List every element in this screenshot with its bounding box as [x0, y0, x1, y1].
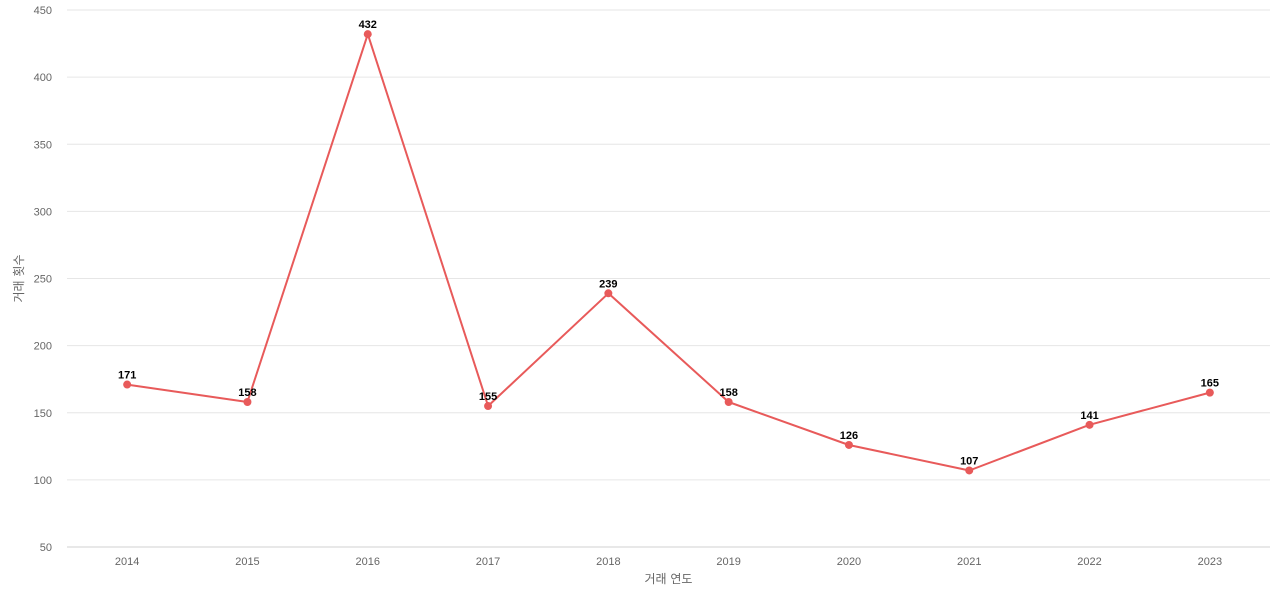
y-axis-title: 거래 횟수 [12, 255, 26, 303]
data-point[interactable] [844, 440, 853, 449]
y-tick-label: 450 [34, 5, 52, 17]
y-tick-label: 150 [34, 408, 52, 420]
data-point[interactable] [123, 380, 132, 389]
x-tick-label: 2023 [1198, 556, 1222, 568]
data-label: 141 [1080, 410, 1098, 422]
x-tick-label: 2015 [235, 556, 259, 568]
x-axis-title: 거래 연도 [645, 572, 693, 586]
data-label: 432 [359, 19, 377, 31]
data-point[interactable] [363, 30, 372, 39]
data-labels: 171 158 432 155 239 158 126 107 141 165 [118, 19, 1219, 467]
data-point[interactable] [1205, 388, 1214, 397]
data-point[interactable] [604, 289, 613, 298]
x-axis-ticks: 2014 2015 2016 2017 2018 2019 2020 2021 2022 2023 [115, 556, 1222, 568]
data-label: 171 [118, 370, 136, 382]
y-tick-label: 400 [34, 72, 52, 84]
y-tick-label: 300 [34, 206, 52, 218]
y-tick-label: 350 [34, 139, 52, 151]
data-point[interactable] [965, 466, 974, 475]
data-point[interactable] [484, 402, 493, 411]
x-tick-label: 2019 [716, 556, 740, 568]
x-tick-label: 2020 [837, 556, 861, 568]
x-tick-label: 2018 [596, 556, 620, 568]
y-axis-ticks: 50 100 150 200 250 300 350 400 450 [34, 5, 52, 554]
x-tick-label: 2017 [476, 556, 500, 568]
data-label: 165 [1201, 378, 1219, 390]
x-tick-label: 2016 [356, 556, 380, 568]
y-tick-label: 200 [34, 341, 52, 353]
data-label: 126 [840, 430, 858, 442]
data-label: 107 [960, 455, 978, 467]
grid-layer [67, 9, 1270, 548]
data-label: 155 [479, 391, 497, 403]
y-tick-label: 50 [40, 542, 52, 554]
data-point[interactable] [1085, 420, 1094, 429]
series-line [127, 33, 1211, 472]
data-point[interactable] [724, 398, 733, 407]
x-tick-label: 2014 [115, 556, 139, 568]
y-tick-label: 250 [34, 274, 52, 286]
data-point[interactable] [243, 398, 252, 407]
series-layer [123, 30, 1214, 475]
data-label: 239 [599, 278, 617, 290]
x-tick-label: 2021 [957, 556, 981, 568]
x-tick-label: 2022 [1077, 556, 1101, 568]
data-label: 158 [719, 387, 737, 399]
data-label: 158 [238, 387, 256, 399]
y-tick-label: 100 [34, 475, 52, 487]
